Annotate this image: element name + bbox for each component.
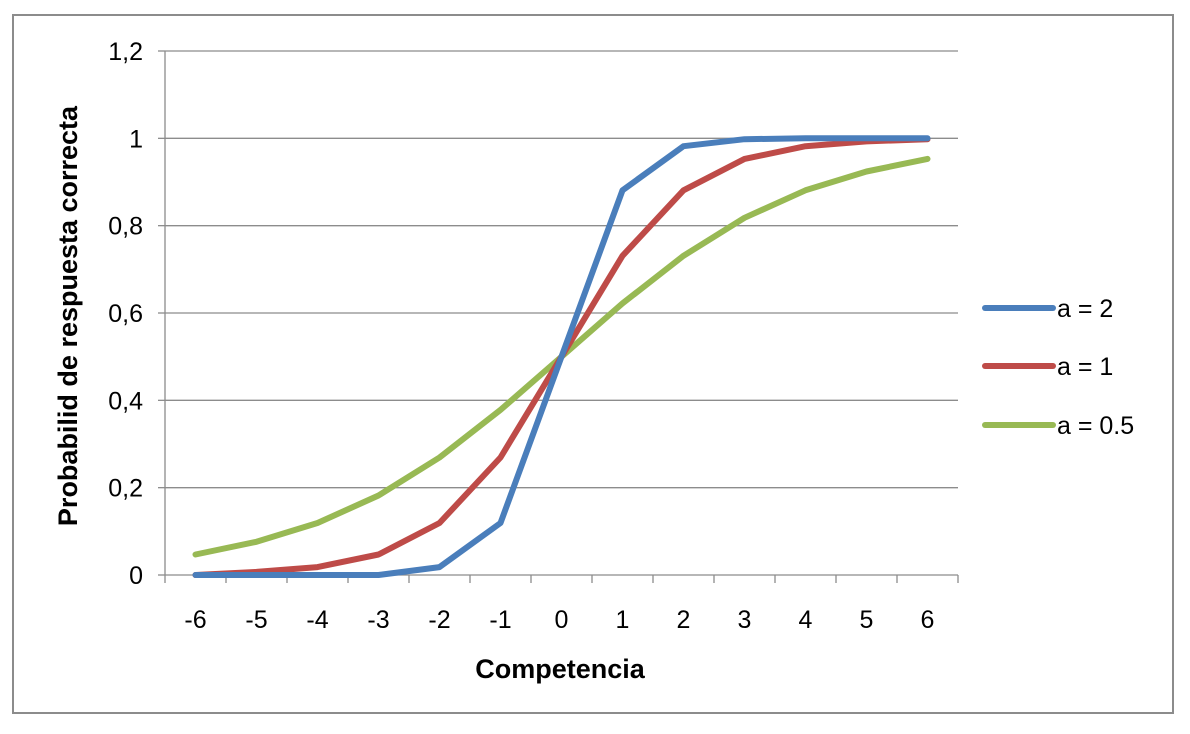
x-axis-title: Competencia <box>475 654 646 684</box>
x-tick-label: 6 <box>921 606 935 634</box>
y-tick-label: 0,6 <box>108 300 143 328</box>
y-tick-label: 0 <box>129 562 143 590</box>
series-line-1 <box>192 135 931 578</box>
legend-label-1: a = 2 <box>1057 295 1113 323</box>
x-tick-label: 1 <box>616 606 630 634</box>
legend: a = 2 a = 1 a = 0.5 <box>982 295 1134 440</box>
tick-labels: 0 0,2 0,4 0,6 0,8 1 1,2 -6 -5 -4 -3 -2 -1 0 1 2 3 4 5 6 <box>108 38 934 634</box>
axes <box>158 50 959 583</box>
x-tick-label: -5 <box>245 606 267 634</box>
y-tick-label: 1 <box>129 125 143 153</box>
y-tick-label: 1,2 <box>108 38 143 66</box>
y-axis-title: Probabilid de respuesta correcta <box>53 105 83 526</box>
y-tick-label: 0,8 <box>108 213 143 241</box>
y-tick-label: 0,4 <box>108 387 143 415</box>
x-tick-label: -2 <box>428 606 450 634</box>
x-tick-label: 2 <box>677 606 691 634</box>
legend-label-3: a = 0.5 <box>1057 412 1134 440</box>
y-tick-label: 0,2 <box>108 475 143 503</box>
series-lines <box>192 135 931 578</box>
x-tick-label: 3 <box>738 606 752 634</box>
x-tick-label: -4 <box>306 606 328 634</box>
x-tick-label: -6 <box>184 606 206 634</box>
legend-label-2: a = 1 <box>1057 353 1113 381</box>
x-tick-label: 4 <box>799 606 813 634</box>
gridlines <box>165 50 958 489</box>
x-tick-label: 0 <box>555 606 569 634</box>
x-tick-label: -3 <box>367 606 389 634</box>
x-tick-label: 5 <box>860 606 874 634</box>
chart-frame <box>12 14 1174 714</box>
x-tick-label: -1 <box>489 606 511 634</box>
